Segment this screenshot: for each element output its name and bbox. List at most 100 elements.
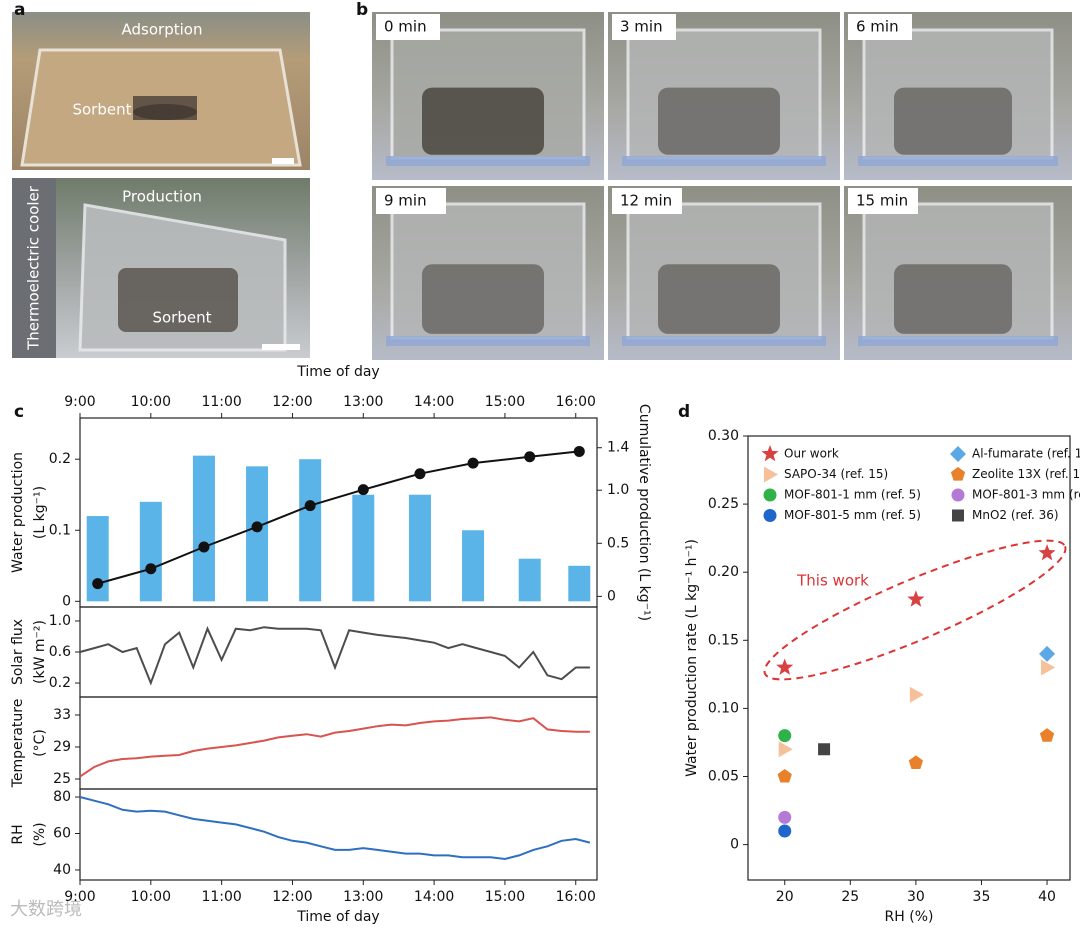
data-point: [818, 743, 831, 756]
legend-marker: [950, 467, 966, 481]
panel-label: b: [356, 0, 368, 20]
x-axis-label: Time of day: [296, 364, 379, 380]
base: [386, 336, 590, 346]
y-tick-label: 0.6: [49, 644, 71, 660]
data-point: [524, 451, 536, 463]
legend-label: MOF-801-1 mm (ref. 5): [784, 488, 921, 502]
base: [622, 336, 826, 346]
bar: [352, 494, 375, 602]
y2-tick-label: 0.5: [607, 535, 629, 551]
y2-axis-label: Cumulative production (L kg⁻¹): [636, 404, 652, 621]
cooler: [12, 178, 56, 358]
x-tick-label: 15:00: [485, 394, 525, 410]
y-tick-label: 0.30: [708, 428, 739, 444]
y-tick-label: 29: [53, 739, 71, 755]
bar: [408, 494, 431, 602]
dish: [422, 264, 544, 334]
data-point: [357, 484, 369, 496]
legend-label: MOF-801-5 mm (ref. 5): [784, 508, 921, 522]
photo-label: Production: [122, 188, 202, 206]
x-tick-label: 10:00: [131, 889, 171, 905]
base: [858, 336, 1058, 346]
y2-tick-label: 1.4: [607, 440, 629, 456]
y-axis-label: Temperature: [10, 699, 26, 789]
label-box: [612, 14, 676, 40]
bar: [86, 516, 109, 602]
data-point: [92, 578, 104, 590]
legend-marker: [761, 445, 779, 462]
data-line: [79, 626, 590, 686]
x-axis-label: RH (%): [885, 909, 934, 925]
x-tick-label: 14:00: [414, 889, 454, 905]
y-axis-label: Solar flux: [10, 619, 26, 685]
y-tick-label: 0.2: [49, 675, 71, 691]
y-tick-label: 0.25: [708, 496, 739, 512]
legend-label: SAPO-34 (ref. 15): [784, 467, 888, 481]
x-tick-label: 10:00: [131, 394, 171, 410]
photo-label: 0 min: [384, 18, 427, 36]
dish: [658, 264, 780, 334]
bar: [192, 455, 215, 602]
x-tick-label: 9:00: [64, 889, 95, 905]
plot-frame: [79, 788, 598, 881]
x-tick-label: 20: [776, 889, 794, 905]
x-tick-label: 30: [907, 889, 925, 905]
legend-label: Our work: [784, 447, 839, 461]
y-tick-label: 0.20: [708, 564, 739, 580]
x-tick-label: 12:00: [272, 889, 312, 905]
base: [622, 156, 826, 166]
data-point: [304, 500, 316, 512]
scale-bar: [272, 158, 294, 164]
data-point: [145, 563, 157, 575]
y-tick-label: 0: [62, 593, 71, 609]
dish: [133, 96, 197, 120]
watermark: 大数跨境: [10, 899, 82, 920]
x-tick-label: 16:00: [556, 889, 596, 905]
x-tick-label: 40: [1038, 889, 1056, 905]
data-point: [1038, 544, 1056, 561]
data-point: [777, 768, 792, 783]
data-point: [414, 468, 426, 480]
legend-label: MOF-801-3 mm (ref. 5): [972, 488, 1080, 502]
data-point: [573, 445, 585, 457]
data-point: [776, 658, 794, 675]
y-tick-label: 25: [53, 771, 71, 787]
y-tick-label: 1.0: [49, 613, 71, 629]
x-tick-label: 15:00: [485, 889, 525, 905]
photo-label: 15 min: [856, 192, 908, 210]
photo-label: 3 min: [620, 18, 663, 36]
y-tick-label: 0: [730, 837, 739, 853]
label-box: [848, 188, 918, 214]
bar: [568, 565, 591, 602]
data-point: [909, 686, 924, 703]
x-tick-label: 11:00: [201, 394, 241, 410]
y-tick-label: 0.15: [708, 632, 739, 648]
bar: [246, 466, 269, 602]
data-point: [908, 755, 924, 769]
highlight-ellipse: [763, 539, 1067, 681]
scale-bar: [262, 344, 300, 350]
y-axis-label: Water production rate (L kg⁻¹ h⁻¹): [684, 539, 700, 777]
x-tick-label: 11:00: [201, 889, 241, 905]
y-tick-label: 0.05: [708, 768, 739, 784]
x-tick-label: 35: [973, 889, 991, 905]
data-point: [251, 521, 263, 533]
dish: [658, 87, 780, 155]
data-point: [467, 457, 479, 469]
base: [386, 156, 590, 166]
legend-marker: [764, 466, 778, 483]
x-tick-label: 16:00: [556, 394, 596, 410]
y-axis-label: RH: [10, 824, 26, 844]
data-point: [778, 729, 792, 743]
label-box: [376, 188, 446, 214]
legend-marker: [763, 509, 777, 522]
y-tick-label: 0.2: [49, 451, 71, 467]
legend-label: Zeolite 13X (ref. 15): [972, 467, 1080, 481]
y-tick-label: 33: [53, 707, 71, 723]
data-point: [907, 590, 925, 607]
data-line: [79, 796, 591, 861]
legend-marker: [951, 488, 965, 502]
y-tick-label: 0.10: [708, 700, 739, 716]
bar: [518, 558, 541, 602]
plot-frame: [79, 696, 598, 790]
